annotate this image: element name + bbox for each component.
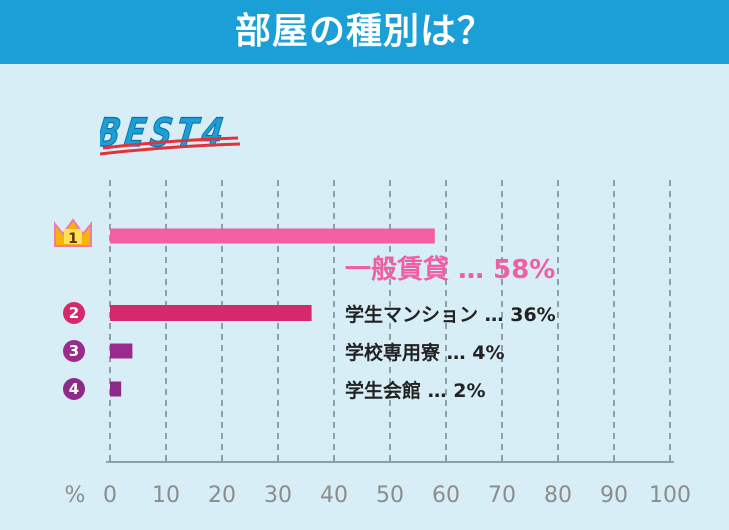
rank-number: 3 <box>69 342 79 360</box>
x-tick-label: 10 <box>152 483 180 508</box>
x-tick-label: 80 <box>544 483 572 508</box>
best-badge: BEST4 <box>100 110 241 156</box>
bar-label: 学生マンション … 36% <box>345 303 556 326</box>
bar-label: 学生会館 … 2% <box>345 379 486 402</box>
rank-circle <box>63 340 85 362</box>
bar <box>110 381 122 397</box>
x-tick-label: 30 <box>264 483 292 508</box>
rank-number: 4 <box>69 380 79 398</box>
bar <box>110 228 435 244</box>
bar <box>110 305 312 321</box>
rank-badge: 4 <box>63 378 85 400</box>
x-tick-label: 40 <box>320 483 348 508</box>
x-tick-label: 70 <box>488 483 516 508</box>
rank-badge: 3 <box>63 340 85 362</box>
x-tick-label: 50 <box>376 483 404 508</box>
rank-badge: 2 <box>63 302 85 324</box>
rank-number: 2 <box>69 304 79 322</box>
x-tick-label: 0 <box>103 483 117 508</box>
x-tick-label: 100 <box>649 483 691 508</box>
best-underline-2 <box>100 142 241 156</box>
bar-label: 学校専用寮 … 4% <box>345 341 505 364</box>
rank-circle <box>63 378 85 400</box>
x-tick-label: 20 <box>208 483 236 508</box>
bar <box>110 343 133 359</box>
x-tick-label: 60 <box>432 483 460 508</box>
page-title: 部屋の種別は？ <box>0 0 729 64</box>
crown-plate <box>64 229 82 244</box>
x-tick-label: 90 <box>600 483 628 508</box>
rank-circle <box>63 302 85 324</box>
rank-number: 1 <box>68 231 78 247</box>
x-unit-label: % <box>65 483 86 508</box>
crown-icon: 1 <box>54 218 92 247</box>
bar-label: 一般賃貸 … 58% <box>345 254 555 285</box>
best-underline-1 <box>102 136 239 150</box>
